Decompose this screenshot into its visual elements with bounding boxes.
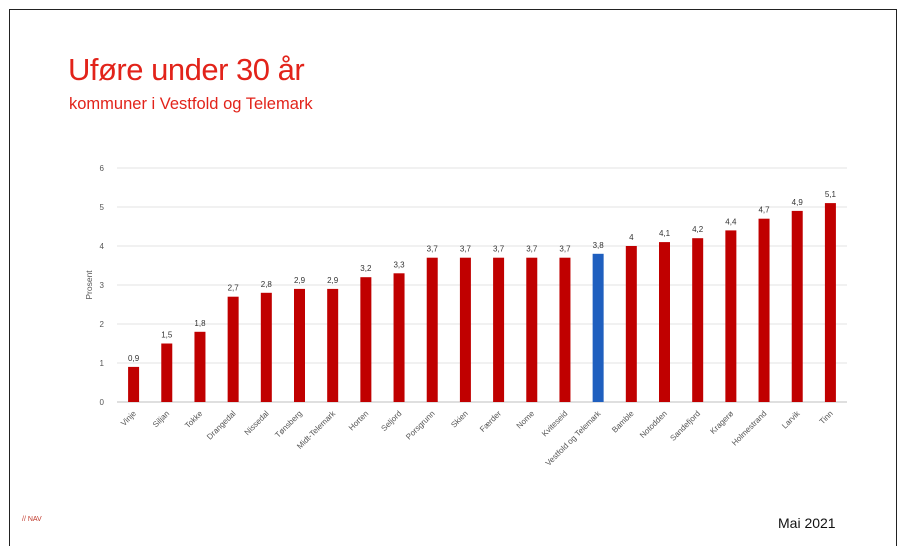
category-label: Tinn [818,409,835,426]
category-label: Kviteseid [540,409,569,438]
y-tick-label: 3 [100,281,105,290]
category-label: Nissedal [243,409,271,437]
data-label: 2,9 [327,276,339,285]
data-label: 3,7 [460,245,472,254]
data-label: 3,2 [360,264,372,273]
data-label: 4,1 [659,229,671,238]
y-tick-label: 2 [100,320,105,329]
bar [360,277,372,402]
category-label: Vestfold og Telemark [544,408,603,467]
bar [725,230,737,402]
bar [426,257,438,402]
bar [161,343,173,402]
bar [559,257,571,402]
bar [393,273,405,402]
y-tick-label: 5 [100,203,105,212]
data-label: 4,7 [758,206,770,215]
y-tick-label: 6 [100,164,105,173]
data-label: 3,3 [393,260,405,269]
bar [592,253,604,402]
category-label: Tønsberg [273,409,304,440]
bar [327,288,339,402]
bar [227,296,239,402]
nav-logo: // NAV [22,516,42,523]
data-label: 3,7 [493,245,505,254]
data-label: 3,7 [427,245,439,254]
bar [659,242,670,402]
bar [493,257,505,402]
data-label: 4 [629,233,634,242]
y-tick-label: 0 [100,398,105,407]
data-label: 2,8 [261,280,273,289]
bar [294,288,305,402]
category-label: Horten [347,409,370,432]
data-label: 5,1 [825,190,837,199]
bar [128,366,140,402]
data-label: 3,8 [593,241,605,250]
data-label: 1,5 [161,331,173,340]
bar [625,246,637,402]
category-label: Nome [515,409,537,431]
bar [692,238,704,402]
y-axis-label: Prosent [84,270,94,300]
footer-date: Mai 2021 [778,515,836,531]
data-label: 4,4 [725,217,737,226]
bar [260,292,272,402]
category-label: Vinje [119,409,138,428]
data-label: 3,7 [526,245,538,254]
y-tick-label: 4 [100,242,105,251]
bar [758,218,770,402]
category-label: Færder [478,409,503,434]
data-label: 2,7 [228,284,240,293]
bar [791,210,803,402]
data-label: 0,9 [128,354,140,363]
bar [526,257,538,402]
bar [824,203,836,402]
bar [194,331,206,402]
category-label: Kragerø [708,409,735,436]
category-label: Holmestrand [730,409,768,447]
category-label: Drangedal [205,409,238,442]
bar [459,257,471,402]
category-label: Notodden [638,409,669,440]
y-tick-label: 1 [100,359,105,368]
data-label: 4,2 [692,225,704,234]
category-label: Larvik [780,408,802,430]
category-label: Seljord [379,409,403,433]
category-label: Tokke [183,409,205,431]
data-label: 2,9 [294,276,306,285]
category-label: Siljan [151,409,171,429]
chart-title: Uføre under 30 år [68,52,305,87]
slide-frame [9,9,897,546]
category-label: Skien [449,409,470,430]
category-label: Bamble [610,409,636,435]
data-label: 3,7 [559,245,571,254]
category-label: Porsgrunn [404,409,436,441]
data-label: 4,9 [792,198,804,207]
category-label: Sandefjord [668,409,702,443]
chart-subtitle: kommuner i Vestfold og Telemark [69,95,313,113]
data-label: 1,8 [194,319,206,328]
